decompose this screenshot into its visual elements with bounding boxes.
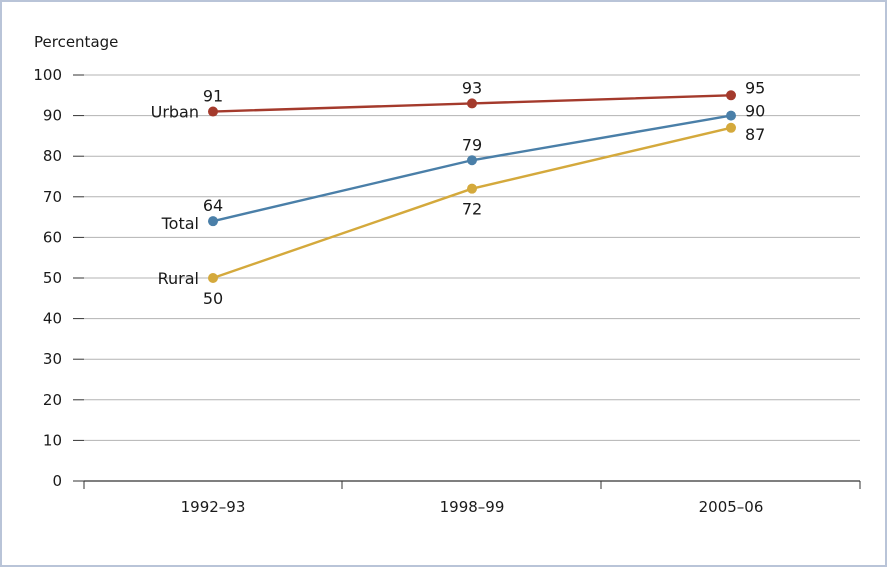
- x-tick-label-2: 2005–06: [699, 498, 764, 516]
- gridlines: [84, 74, 860, 441]
- data-point-rural-1: [467, 183, 477, 194]
- series-label-total: Total: [161, 214, 199, 233]
- data-label-rural-1: 72: [462, 200, 482, 219]
- y-tick-label-60: 60: [43, 228, 62, 246]
- data-point-urban-0: [208, 106, 218, 117]
- data-point-urban-1: [467, 98, 477, 109]
- y-tick-label-50: 50: [43, 269, 62, 287]
- data-label-rural-2: 87: [745, 125, 765, 144]
- y-tick-label-100: 100: [33, 66, 62, 84]
- data-point-rural-2: [726, 122, 736, 133]
- data-point-total-0: [208, 216, 218, 227]
- y-tick-label-0: 0: [52, 472, 62, 490]
- axes: 0 10 20 30 40 50 60 70 80 90 100 1992–93 1998–99 2005…: [33, 66, 861, 516]
- series-group: [208, 90, 736, 283]
- data-point-urban-2: [726, 90, 736, 101]
- data-label-urban-2: 95: [745, 78, 765, 97]
- y-tick-label-20: 20: [43, 391, 62, 409]
- data-label-urban-0: 91: [203, 87, 223, 106]
- y-tick-label-70: 70: [43, 188, 62, 206]
- y-tick-label-40: 40: [43, 310, 62, 328]
- series-label-rural: Rural: [158, 269, 199, 288]
- y-tick-label-10: 10: [43, 431, 62, 449]
- y-tick-label-80: 80: [43, 147, 62, 165]
- y-axis-title: Percentage: [34, 33, 118, 51]
- data-label-total-1: 79: [462, 135, 482, 154]
- data-label-rural-0: 50: [203, 289, 223, 308]
- data-point-total-1: [467, 155, 477, 166]
- data-label-urban-1: 93: [462, 78, 482, 97]
- data-label-total-2: 90: [745, 102, 765, 121]
- x-tick-label-1: 1998–99: [440, 498, 505, 516]
- data-label-total-0: 64: [203, 196, 223, 215]
- series-label-urban: Urban: [151, 103, 199, 122]
- y-tick-label-30: 30: [43, 350, 62, 368]
- x-tick-label-0: 1992–93: [181, 498, 246, 516]
- y-tick-label-90: 90: [43, 107, 62, 125]
- data-point-total-2: [726, 110, 736, 121]
- data-point-rural-0: [208, 273, 218, 283]
